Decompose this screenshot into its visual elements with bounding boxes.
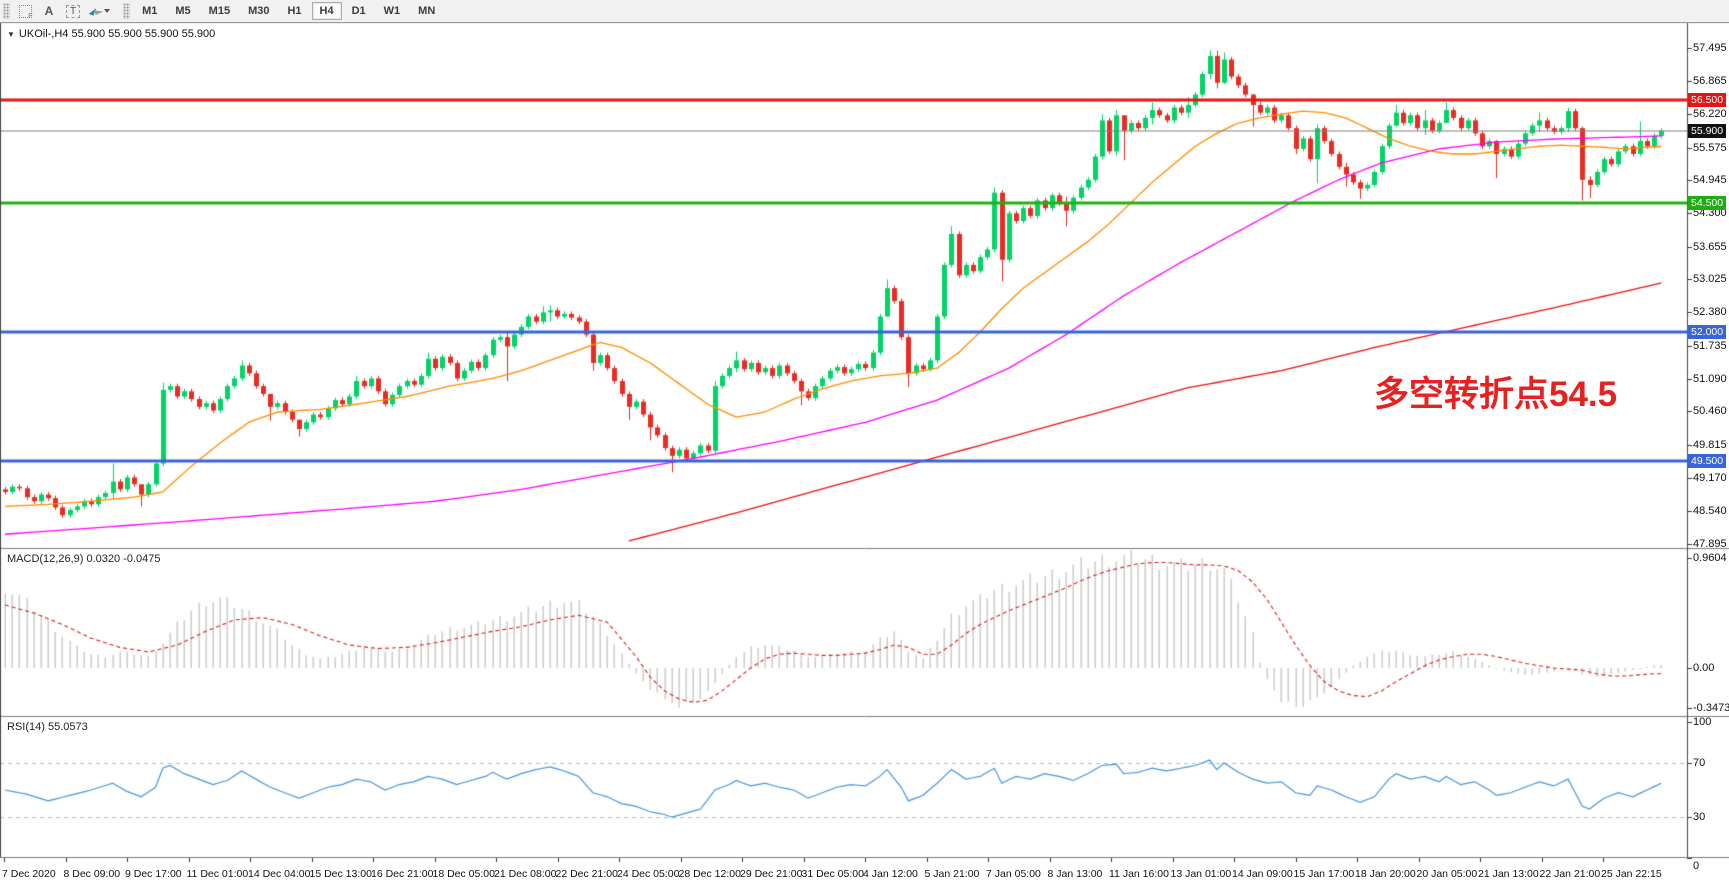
rsi-axis-label: 70 — [1693, 756, 1706, 769]
snap-grid-button[interactable]: F — [14, 2, 36, 20]
time-axis-label: 5 Jan 21:00 — [924, 868, 980, 880]
time-axis-label: 20 Jan 05:00 — [1416, 868, 1478, 880]
price-axis-label: 56.865 — [1693, 74, 1727, 87]
timeframe-button-h4[interactable]: H4 — [311, 2, 342, 20]
timeframe-button-m30[interactable]: M30 — [240, 2, 277, 20]
chevron-down-icon — [104, 9, 111, 13]
price-axis-label: 51.090 — [1693, 372, 1727, 385]
time-axis-label: 28 Dec 12:00 — [678, 868, 741, 880]
timeframe-button-h1[interactable]: H1 — [279, 2, 309, 20]
price-axis-label: 47.895 — [1693, 537, 1727, 550]
time-axis-label: 16 Dec 21:00 — [371, 868, 434, 880]
time-axis-label: 8 Jan 13:00 — [1047, 868, 1103, 880]
time-axis-label: 15 Jan 17:00 — [1293, 868, 1355, 880]
price-level-badge: 49.500 — [1688, 454, 1727, 468]
time-axis-label: 29 Dec 21:00 — [740, 868, 803, 880]
time-axis-label: 14 Dec 04:00 — [248, 868, 311, 880]
price-axis-label: 54.300 — [1693, 207, 1727, 220]
time-axis-label: 13 Jan 01:00 — [1170, 868, 1232, 880]
time-axis-label: 31 Dec 05:00 — [801, 868, 864, 880]
time-axis-label: 24 Dec 05:00 — [617, 868, 680, 880]
price-axis-label: 53.025 — [1693, 273, 1727, 286]
toolbar-separator-handle[interactable] — [123, 3, 131, 19]
dotted-grid-icon: F — [18, 4, 33, 20]
text-label-button[interactable]: T — [62, 2, 84, 20]
timeframe-button-d1[interactable]: D1 — [344, 2, 374, 20]
price-axis-label: 52.380 — [1693, 306, 1727, 319]
letter-a-icon: A — [44, 4, 54, 18]
time-axis-label: 15 Dec 13:00 — [309, 868, 372, 880]
time-axis-label: 22 Jan 21:00 — [1539, 868, 1601, 880]
main-toolbar: F A T M1 M5 M15 M30 H1 H4 D1 W1 MN — [0, 0, 1729, 23]
timeframe-button-mn[interactable]: MN — [410, 2, 443, 20]
price-axis-label: 49.815 — [1693, 438, 1727, 451]
rsi-axis-label: 30 — [1693, 811, 1706, 824]
macd-axis-label: 0.00 — [1693, 662, 1715, 674]
chart-title-text: UKOil-,H4 55.900 55.900 55.900 55.900 — [18, 28, 216, 40]
rsi-label: RSI(14) 55.0573 — [7, 721, 88, 733]
shapes-dropdown-button[interactable] — [86, 2, 114, 20]
price-axis-label: 55.575 — [1693, 141, 1727, 154]
price-level-badge: 55.900 — [1688, 123, 1727, 138]
price-axis-label: 50.460 — [1693, 405, 1727, 418]
price-axis-label: 54.945 — [1693, 174, 1727, 187]
rsi-axis-label: 0 — [1693, 860, 1700, 872]
price-axis-label: 51.735 — [1693, 339, 1727, 352]
price-level-badge: 56.500 — [1688, 92, 1727, 107]
time-axis-label: 14 Jan 09:00 — [1232, 868, 1293, 880]
rsi-axis-label: 100 — [1693, 716, 1712, 728]
time-axis-label: 7 Dec 2020 — [2, 868, 56, 880]
collapse-triangle-icon[interactable]: ▼ — [7, 30, 15, 39]
font-tool-button[interactable]: A — [38, 2, 60, 20]
price-axis-label: 57.495 — [1693, 42, 1727, 55]
timeframe-button-w1[interactable]: W1 — [376, 2, 409, 20]
price-level-badge: 52.000 — [1688, 325, 1727, 339]
time-axis-label: 8 Dec 09:00 — [63, 868, 121, 880]
price-axis-label: 49.170 — [1693, 472, 1727, 485]
time-axis-label: 21 Dec 08:00 — [494, 868, 557, 880]
time-axis-label: 18 Dec 05:00 — [432, 868, 495, 880]
annotation-text[interactable]: 多空转折点54.5 — [1374, 375, 1618, 414]
timeframe-button-m15[interactable]: M15 — [201, 2, 238, 20]
time-axis-label: 22 Dec 21:00 — [555, 868, 618, 880]
toolbar-drag-handle[interactable] — [3, 3, 10, 19]
timeframe-button-m1[interactable]: M1 — [134, 2, 165, 20]
time-axis-label: 11 Dec 01:00 — [186, 868, 249, 880]
macd-axis-label: 0.9604 — [1693, 551, 1727, 564]
price-level-badge: 54.500 — [1688, 196, 1727, 210]
price-axis-label: 53.655 — [1693, 240, 1727, 253]
time-axis-label: 18 Jan 20:00 — [1355, 868, 1416, 880]
time-axis-label: 9 Dec 17:00 — [125, 868, 182, 880]
price-axis-label: 56.220 — [1693, 108, 1727, 121]
time-axis-label: 21 Jan 13:00 — [1478, 868, 1539, 880]
timeframe-button-m5[interactable]: M5 — [167, 2, 198, 20]
chart-title: ▼ UKOil-,H4 55.900 55.900 55.900 55.900 — [7, 28, 215, 40]
time-axis-label: 11 Jan 16:00 — [1109, 868, 1169, 880]
time-axis-label: 7 Jan 05:00 — [986, 868, 1041, 880]
time-axis-label: 4 Jan 12:00 — [863, 868, 918, 880]
time-axis-label: 25 Jan 22:15 — [1601, 868, 1662, 880]
timeframe-bar: M1 M5 M15 M30 H1 H4 D1 W1 MN — [133, 2, 444, 20]
text-box-icon: T — [66, 4, 81, 18]
price-axis-label: 48.540 — [1693, 504, 1727, 517]
macd-label: MACD(12,26,9) 0.0320 -0.0475 — [7, 553, 161, 565]
macd-axis-label: -0.3473 — [1693, 701, 1729, 714]
